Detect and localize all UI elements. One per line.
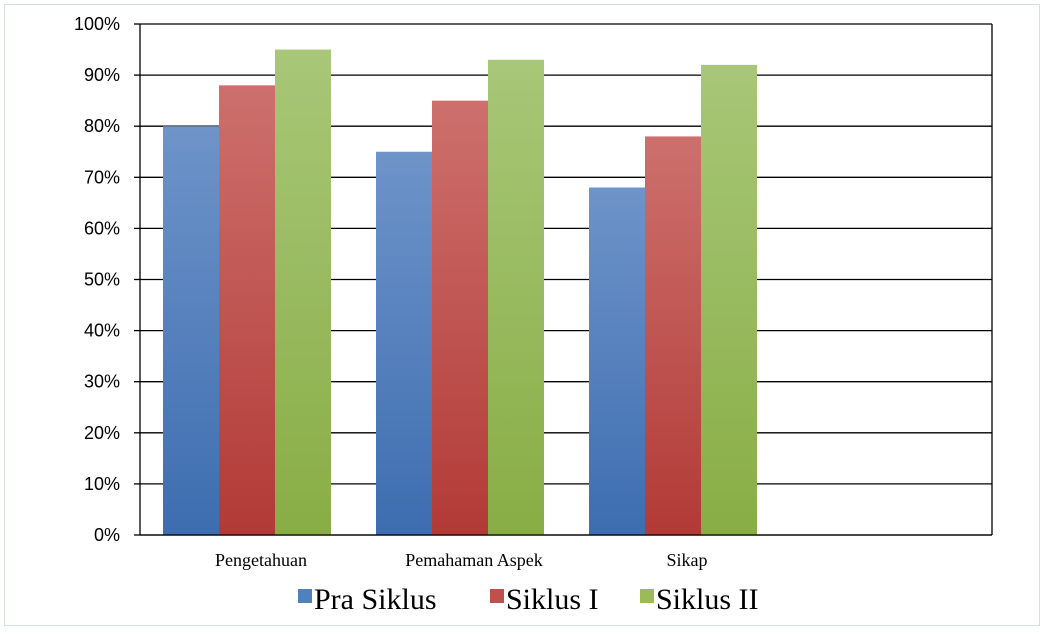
y-tick-label: 0% <box>94 525 120 545</box>
bars <box>163 49 757 536</box>
y-tick-label: 80% <box>84 116 120 136</box>
y-tick-label: 70% <box>84 167 120 187</box>
bar-siklus-ii <box>488 59 544 536</box>
legend-label: Siklus I <box>506 583 599 616</box>
x-category-label: Pemahaman Aspek <box>405 550 542 570</box>
bar-siklus-ii <box>701 64 757 535</box>
bar-pra-siklus <box>376 151 432 535</box>
legend-swatch <box>640 589 654 603</box>
y-tick-label: 30% <box>84 372 120 392</box>
bar-siklus-ii <box>275 49 331 536</box>
y-tick-label: 60% <box>84 218 120 238</box>
y-tick-label: 40% <box>84 321 120 341</box>
bar-pra-siklus <box>163 126 219 535</box>
bar-siklus-i <box>432 100 488 536</box>
y-tick-label: 20% <box>84 423 120 443</box>
y-tick-label: 100% <box>74 14 120 34</box>
x-category-label: Pengetahuan <box>215 550 307 570</box>
axes <box>139 24 993 536</box>
legend-swatch <box>298 589 312 603</box>
x-category-label: Sikap <box>666 550 707 570</box>
legend-swatch <box>490 589 504 603</box>
y-tick-label: 90% <box>84 65 120 85</box>
legend: Pra Siklus Siklus I Siklus II <box>298 583 759 616</box>
legend-label: Pra Siklus <box>314 583 437 616</box>
bar-siklus-i <box>219 85 275 535</box>
y-tick-label: 10% <box>84 474 120 494</box>
y-tick-label: 50% <box>84 270 120 290</box>
x-axis-categories: Pengetahuan Pemahaman Aspek Sikap <box>215 550 707 570</box>
bar-pra-siklus <box>589 187 645 535</box>
y-axis-ticks: 0% 10% 20% 30% 40% 50% 60% 70% 80% 90% 100% <box>74 14 140 545</box>
legend-label: Siklus II <box>656 583 759 616</box>
bar-siklus-i <box>645 136 701 536</box>
